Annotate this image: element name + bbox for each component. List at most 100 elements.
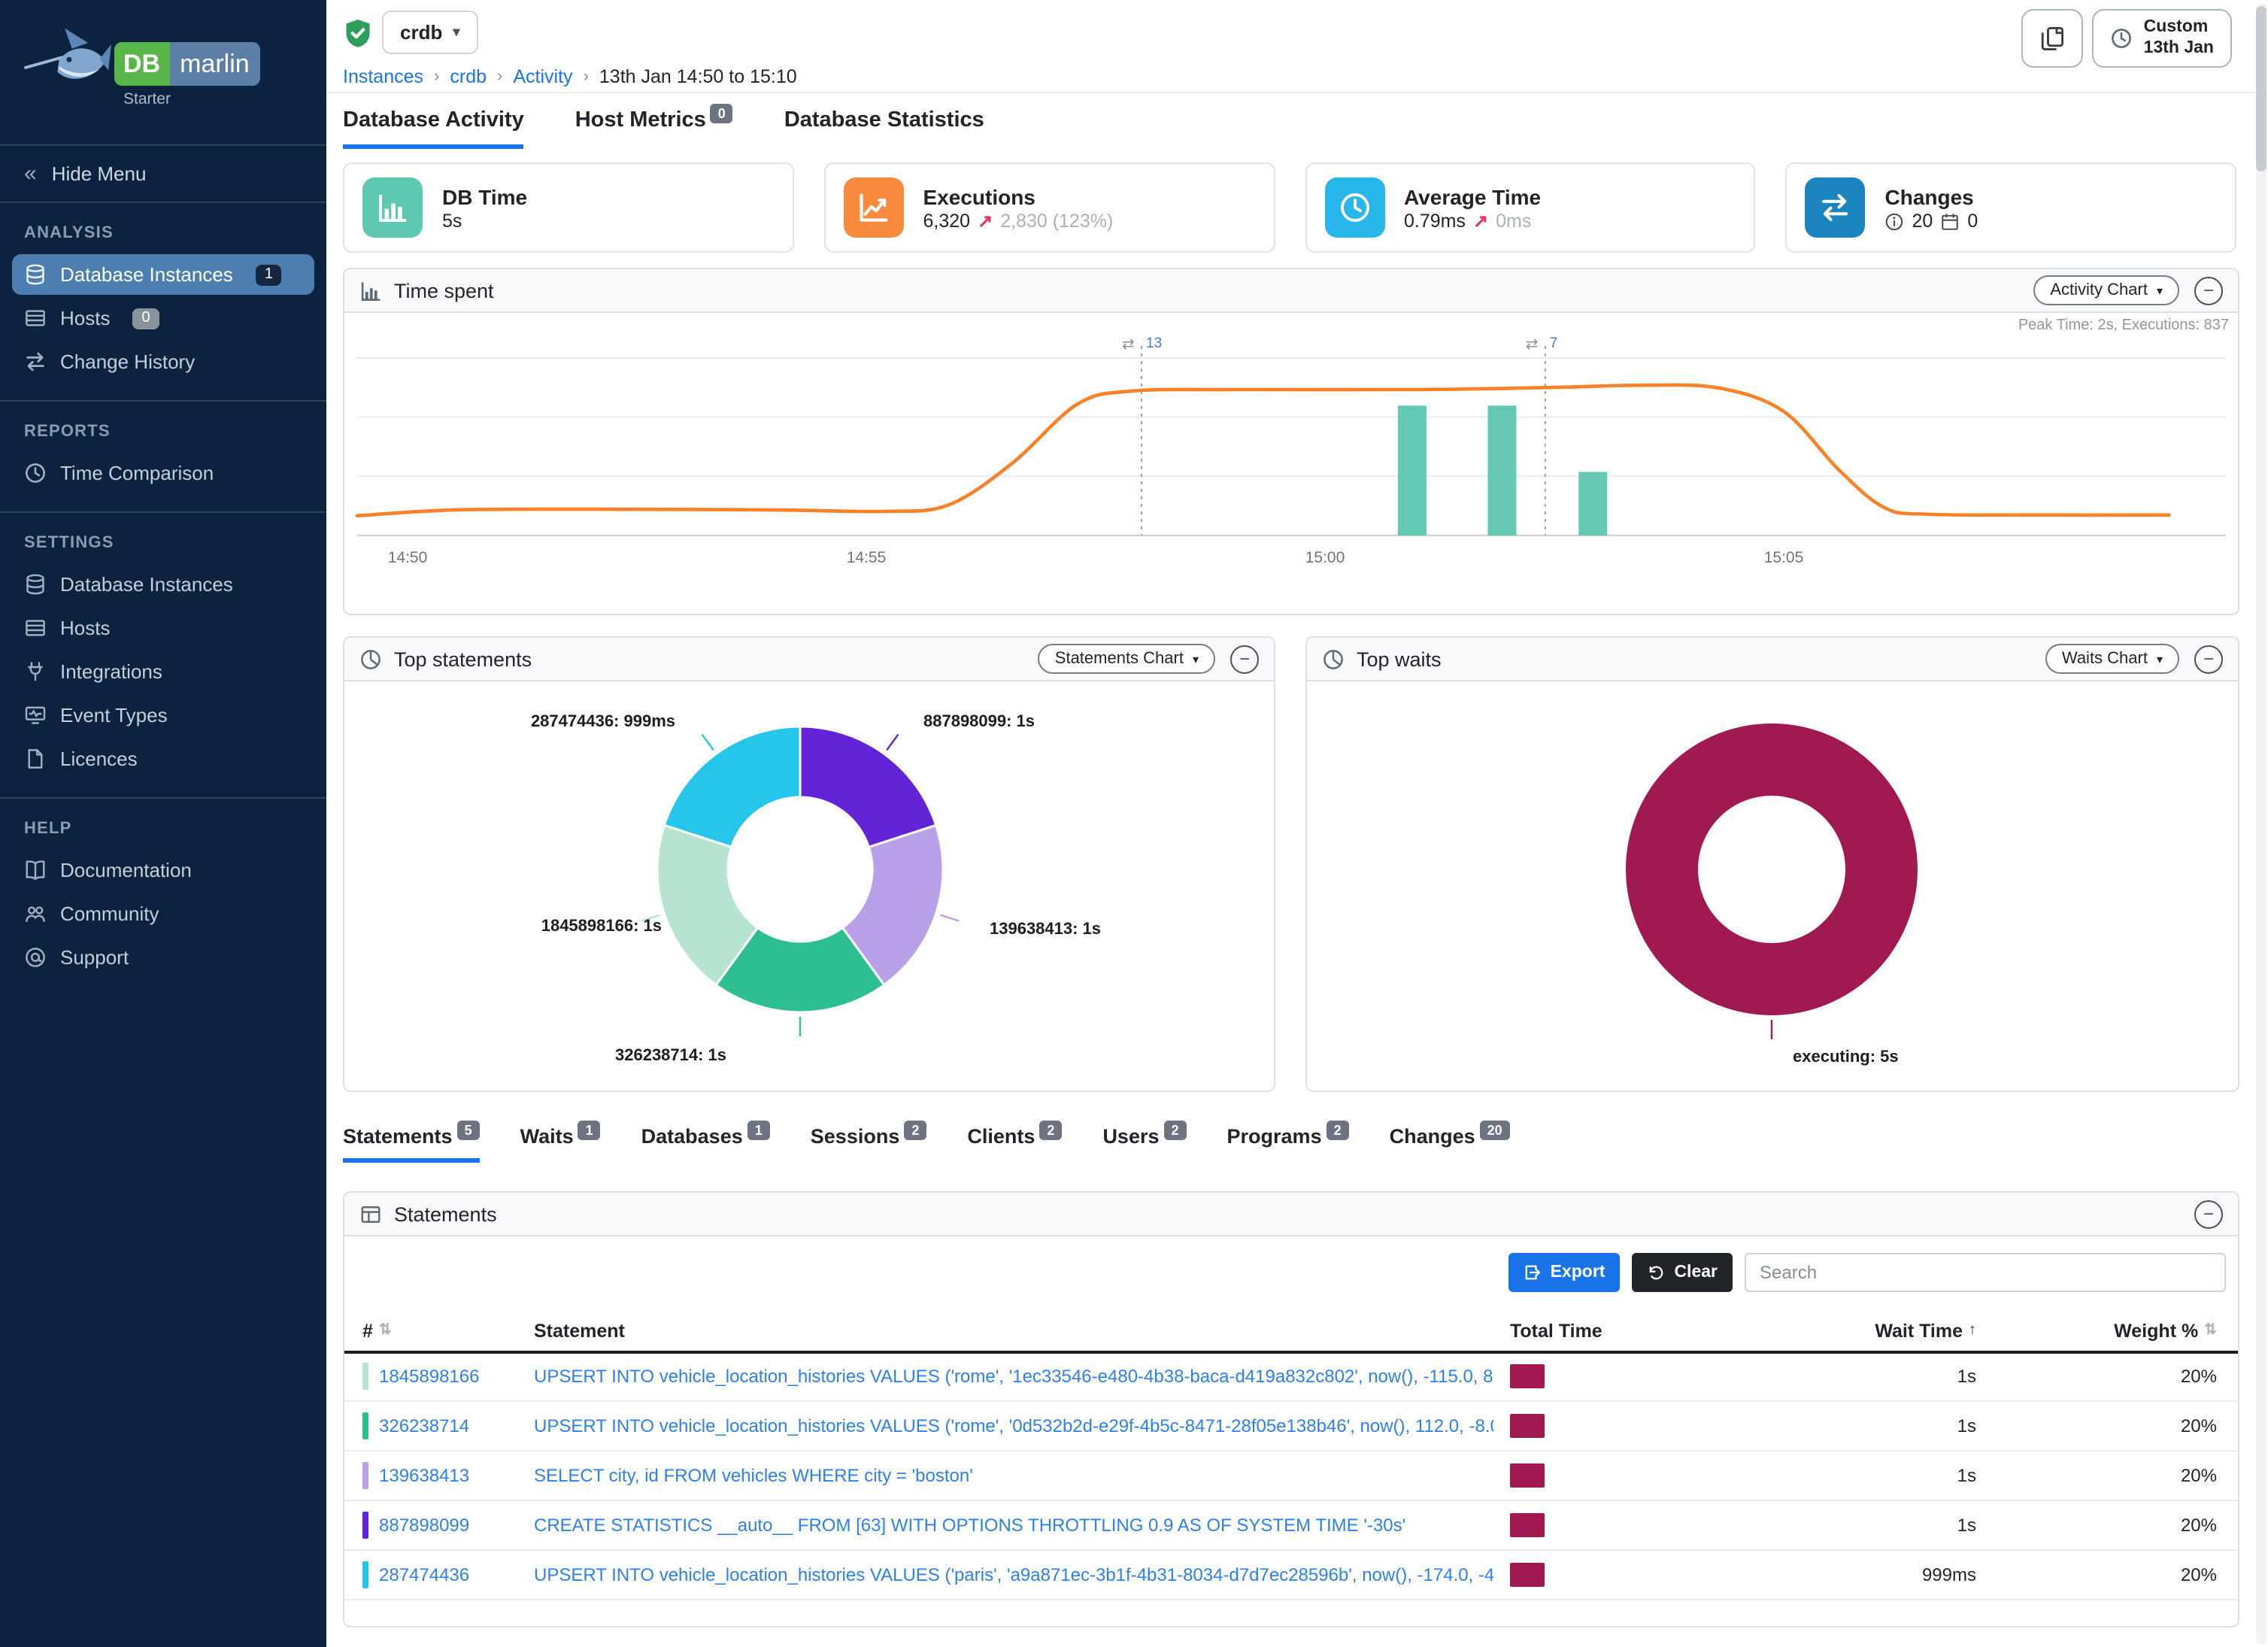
table-icon bbox=[359, 1203, 382, 1225]
col-wait-time[interactable]: Wait Time bbox=[1875, 1320, 1963, 1341]
tab-waits[interactable]: Waits 1 bbox=[520, 1120, 601, 1163]
donut-label-139638413[interactable]: 139638413: 1s bbox=[990, 921, 1102, 939]
swap-arrows-icon bbox=[24, 350, 47, 373]
tab-database-statistics[interactable]: Database Statistics bbox=[784, 108, 984, 149]
tab-statements[interactable]: Statements 5 bbox=[343, 1120, 480, 1163]
export-button[interactable]: Export bbox=[1508, 1253, 1621, 1292]
collapse-panel-button[interactable]: − bbox=[1230, 645, 1259, 673]
sidebar-item-support[interactable]: Support bbox=[12, 937, 314, 978]
breadcrumb-crdb[interactable]: crdb bbox=[450, 66, 487, 87]
scrollbar-thumb[interactable] bbox=[2256, 6, 2266, 171]
clear-button[interactable]: Clear bbox=[1632, 1253, 1733, 1292]
sidebar-item-database-instances[interactable]: Database Instances 1 bbox=[12, 254, 314, 295]
donut-label-287474436[interactable]: 287474436: 999ms bbox=[530, 713, 675, 731]
swap-arrows-icon bbox=[1805, 177, 1866, 238]
weight-value: 20% bbox=[2180, 1514, 2217, 1535]
kpi-title: Changes bbox=[1884, 184, 1974, 209]
kpi-value: 5s bbox=[442, 211, 462, 232]
collapse-panel-button[interactable]: − bbox=[2194, 1200, 2223, 1228]
activity-chart-selector[interactable]: Activity Chart ▾ bbox=[2033, 275, 2179, 305]
breadcrumb-separator: › bbox=[497, 68, 503, 86]
panel-title: Top statements bbox=[394, 648, 532, 670]
col-id[interactable]: # bbox=[362, 1320, 373, 1341]
statement-link[interactable]: CREATE STATISTICS __auto__ FROM [63] WIT… bbox=[534, 1514, 1406, 1535]
selector-label: Statements Chart bbox=[1054, 650, 1184, 668]
time-range-date: 13th Jan bbox=[2143, 39, 2214, 58]
copy-link-button[interactable] bbox=[2021, 9, 2084, 68]
statement-id-link[interactable]: 326238714 bbox=[379, 1415, 470, 1436]
count-badge: 2 bbox=[1326, 1120, 1349, 1139]
activity-time-chart[interactable]: ⇄ 13 ⇄ 7 14:50 14:55 15:00 15:05 bbox=[355, 325, 2226, 584]
tab-label: Database Activity bbox=[343, 108, 524, 132]
statements-chart-selector[interactable]: Statements Chart ▾ bbox=[1038, 644, 1215, 674]
host-icon bbox=[24, 617, 47, 639]
instance-selector[interactable]: crdb ▾ bbox=[382, 11, 478, 54]
waits-donut-chart[interactable] bbox=[1621, 719, 1922, 1039]
statements-donut-chart[interactable] bbox=[641, 719, 960, 1036]
search-input[interactable] bbox=[1745, 1253, 2226, 1292]
time-range-mode: Custom bbox=[2143, 18, 2209, 36]
statement-link[interactable]: SELECT city, id FROM vehicles WHERE city… bbox=[534, 1464, 973, 1485]
waits-chart-selector[interactable]: Waits Chart ▾ bbox=[2045, 644, 2179, 674]
breadcrumb-instances[interactable]: Instances bbox=[343, 66, 424, 87]
brand-marlin: marlin bbox=[169, 42, 260, 86]
tab-sessions[interactable]: Sessions 2 bbox=[811, 1120, 927, 1163]
tab-database-activity[interactable]: Database Activity bbox=[343, 108, 524, 149]
clear-label: Clear bbox=[1674, 1263, 1718, 1282]
sidebar-item-change-history[interactable]: Change History bbox=[12, 341, 314, 382]
collapse-panel-button[interactable]: − bbox=[2194, 276, 2223, 305]
statement-id-link[interactable]: 1845898166 bbox=[379, 1365, 480, 1386]
tab-label: Databases bbox=[641, 1125, 743, 1148]
sidebar-item-hosts[interactable]: Hosts 0 bbox=[12, 298, 314, 338]
sidebar-item-community[interactable]: Community bbox=[12, 893, 314, 934]
hide-menu-button[interactable]: « Hide Menu bbox=[0, 146, 326, 202]
sidebar-item-integrations[interactable]: Integrations bbox=[12, 651, 314, 692]
total-time-bar bbox=[1510, 1463, 1545, 1487]
trend-up-icon: ↗ bbox=[978, 211, 993, 232]
collapse-panel-button[interactable]: − bbox=[2194, 645, 2223, 673]
col-statement[interactable]: Statement bbox=[534, 1320, 625, 1341]
statement-id-link[interactable]: 887898099 bbox=[379, 1514, 470, 1535]
statement-link[interactable]: UPSERT INTO vehicle_location_histories V… bbox=[534, 1365, 1493, 1386]
table-row: 1845898166 UPSERT INTO vehicle_location_… bbox=[344, 1351, 2238, 1402]
panel-title: Time spent bbox=[394, 279, 494, 302]
statement-id-link[interactable]: 139638413 bbox=[379, 1464, 470, 1485]
tab-host-metrics[interactable]: Host Metrics 0 bbox=[575, 103, 733, 149]
divider bbox=[0, 400, 326, 402]
statement-id-link[interactable]: 287474436 bbox=[379, 1564, 470, 1585]
wait-time-value: 1s bbox=[1957, 1514, 1976, 1535]
database-icon bbox=[24, 263, 47, 286]
scrollbar-track[interactable] bbox=[2256, 3, 2266, 1644]
donut-label-executing[interactable]: executing: 5s bbox=[1793, 1048, 1899, 1066]
plug-icon bbox=[24, 660, 47, 683]
tab-clients[interactable]: Clients 2 bbox=[967, 1120, 1063, 1163]
tab-users[interactable]: Users 2 bbox=[1102, 1120, 1187, 1163]
col-weight[interactable]: Weight % bbox=[2114, 1320, 2199, 1341]
collapse-sidebar-icon: « bbox=[24, 161, 37, 187]
tab-programs[interactable]: Programs 2 bbox=[1227, 1120, 1349, 1163]
breadcrumb-activity[interactable]: Activity bbox=[513, 66, 573, 87]
sort-icon[interactable]: ⇅ bbox=[2204, 1322, 2217, 1339]
sidebar-item-label: Time Comparison bbox=[60, 462, 214, 484]
sidebar-item-licences[interactable]: Licences bbox=[12, 739, 314, 779]
sort-ascending-icon[interactable]: ↑ bbox=[1969, 1322, 1976, 1339]
tab-changes[interactable]: Changes 20 bbox=[1390, 1120, 1510, 1163]
svg-text:13: 13 bbox=[1146, 335, 1162, 351]
time-range-button[interactable]: Custom 13th Jan bbox=[2092, 9, 2232, 68]
col-total-time[interactable]: Total Time bbox=[1510, 1320, 1602, 1341]
donut-label-326238714[interactable]: 326238714: 1s bbox=[615, 1047, 727, 1065]
sidebar-item-settings-hosts[interactable]: Hosts bbox=[12, 608, 314, 648]
sidebar-item-settings-database-instances[interactable]: Database Instances bbox=[12, 564, 314, 605]
statement-link[interactable]: UPSERT INTO vehicle_location_histories V… bbox=[534, 1415, 1493, 1436]
donut-label-1845898166[interactable]: 1845898166: 1s bbox=[541, 918, 662, 936]
sort-icon[interactable]: ⇅ bbox=[378, 1322, 392, 1339]
sidebar-item-event-types[interactable]: Event Types bbox=[12, 695, 314, 736]
count-badge: 2 bbox=[904, 1120, 927, 1139]
tab-databases[interactable]: Databases 1 bbox=[641, 1120, 770, 1163]
donut-label-887898099[interactable]: 887898099: 1s bbox=[923, 713, 1035, 731]
edition-label: Starter bbox=[123, 90, 171, 108]
divider bbox=[0, 202, 326, 203]
sidebar-item-documentation[interactable]: Documentation bbox=[12, 850, 314, 890]
sidebar-item-time-comparison[interactable]: Time Comparison bbox=[12, 453, 314, 493]
statement-link[interactable]: UPSERT INTO vehicle_location_histories V… bbox=[534, 1564, 1493, 1585]
